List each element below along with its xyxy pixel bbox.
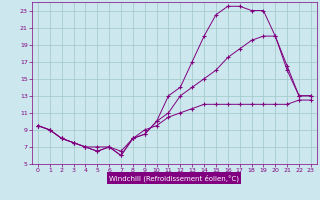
X-axis label: Windchill (Refroidissement éolien,°C): Windchill (Refroidissement éolien,°C) — [109, 175, 239, 182]
